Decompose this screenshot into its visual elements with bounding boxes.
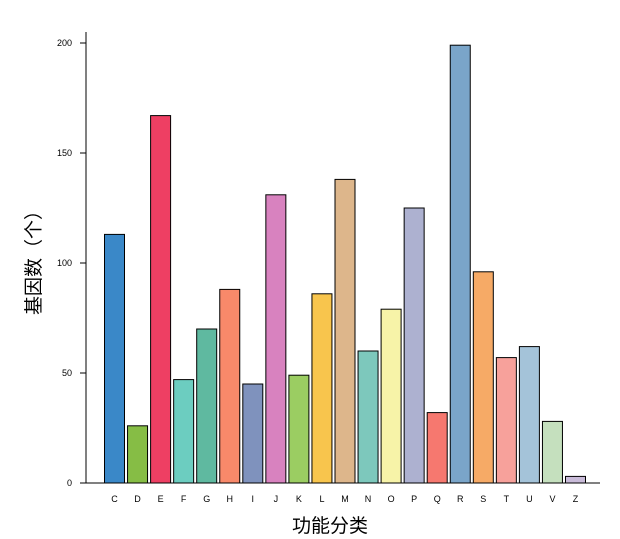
x-tick-label-G: G xyxy=(203,494,210,504)
x-tick-label-L: L xyxy=(319,494,324,504)
bar-Z xyxy=(565,475,586,484)
bars xyxy=(104,44,586,484)
bar-L xyxy=(311,293,333,484)
x-tick-label-Z: Z xyxy=(573,494,579,504)
x-tick-label-I: I xyxy=(252,494,255,504)
x-tick-label-N: N xyxy=(365,494,372,504)
x-tick-label-O: O xyxy=(388,494,395,504)
x-tick-label-V: V xyxy=(549,494,555,504)
bar-M xyxy=(334,178,356,484)
bar-V xyxy=(541,420,563,484)
bar-G xyxy=(196,328,218,484)
bar-I xyxy=(242,383,264,484)
x-tick-label-C: C xyxy=(111,494,118,504)
bar-F xyxy=(173,379,195,484)
x-tick-label-M: M xyxy=(341,494,349,504)
y-tick-label: 50 xyxy=(62,368,72,378)
x-tick-label-K: K xyxy=(296,494,302,504)
bar-D xyxy=(127,425,149,484)
x-tick-label-F: F xyxy=(181,494,187,504)
bar-S xyxy=(472,271,494,484)
bar-C xyxy=(104,233,125,484)
x-tick-label-P: P xyxy=(411,494,417,504)
y-axis-title: 基因数（个） xyxy=(23,201,45,315)
bar-H xyxy=(219,288,241,484)
x-tick-label-S: S xyxy=(480,494,486,504)
bar-T xyxy=(495,357,517,484)
bar-N xyxy=(357,350,379,484)
bar-P xyxy=(403,207,425,484)
bar-K xyxy=(288,374,310,484)
x-tick-label-J: J xyxy=(274,494,279,504)
x-tick-label-T: T xyxy=(504,494,510,504)
bar-J xyxy=(265,194,287,484)
y-tick-label: 0 xyxy=(67,478,72,488)
y-tick-label: 200 xyxy=(57,38,72,48)
x-tick-label-H: H xyxy=(227,494,234,504)
x-axis-title: 功能分类 xyxy=(292,515,368,537)
y-tick-label: 100 xyxy=(57,258,72,268)
x-tick-label-U: U xyxy=(526,494,533,504)
bar-Q xyxy=(426,412,448,484)
x-tick-label-Q: Q xyxy=(434,494,441,504)
bar-E xyxy=(150,115,172,484)
bar-O xyxy=(380,308,402,484)
bar-U xyxy=(518,346,540,484)
y-tick-label: 150 xyxy=(57,148,72,158)
x-tick-label-D: D xyxy=(134,494,141,504)
x-tick-label-E: E xyxy=(158,494,164,504)
x-tick-label-R: R xyxy=(457,494,464,504)
y-axis: 0 50 100 150 200 xyxy=(57,32,87,488)
bar-R xyxy=(449,44,471,484)
